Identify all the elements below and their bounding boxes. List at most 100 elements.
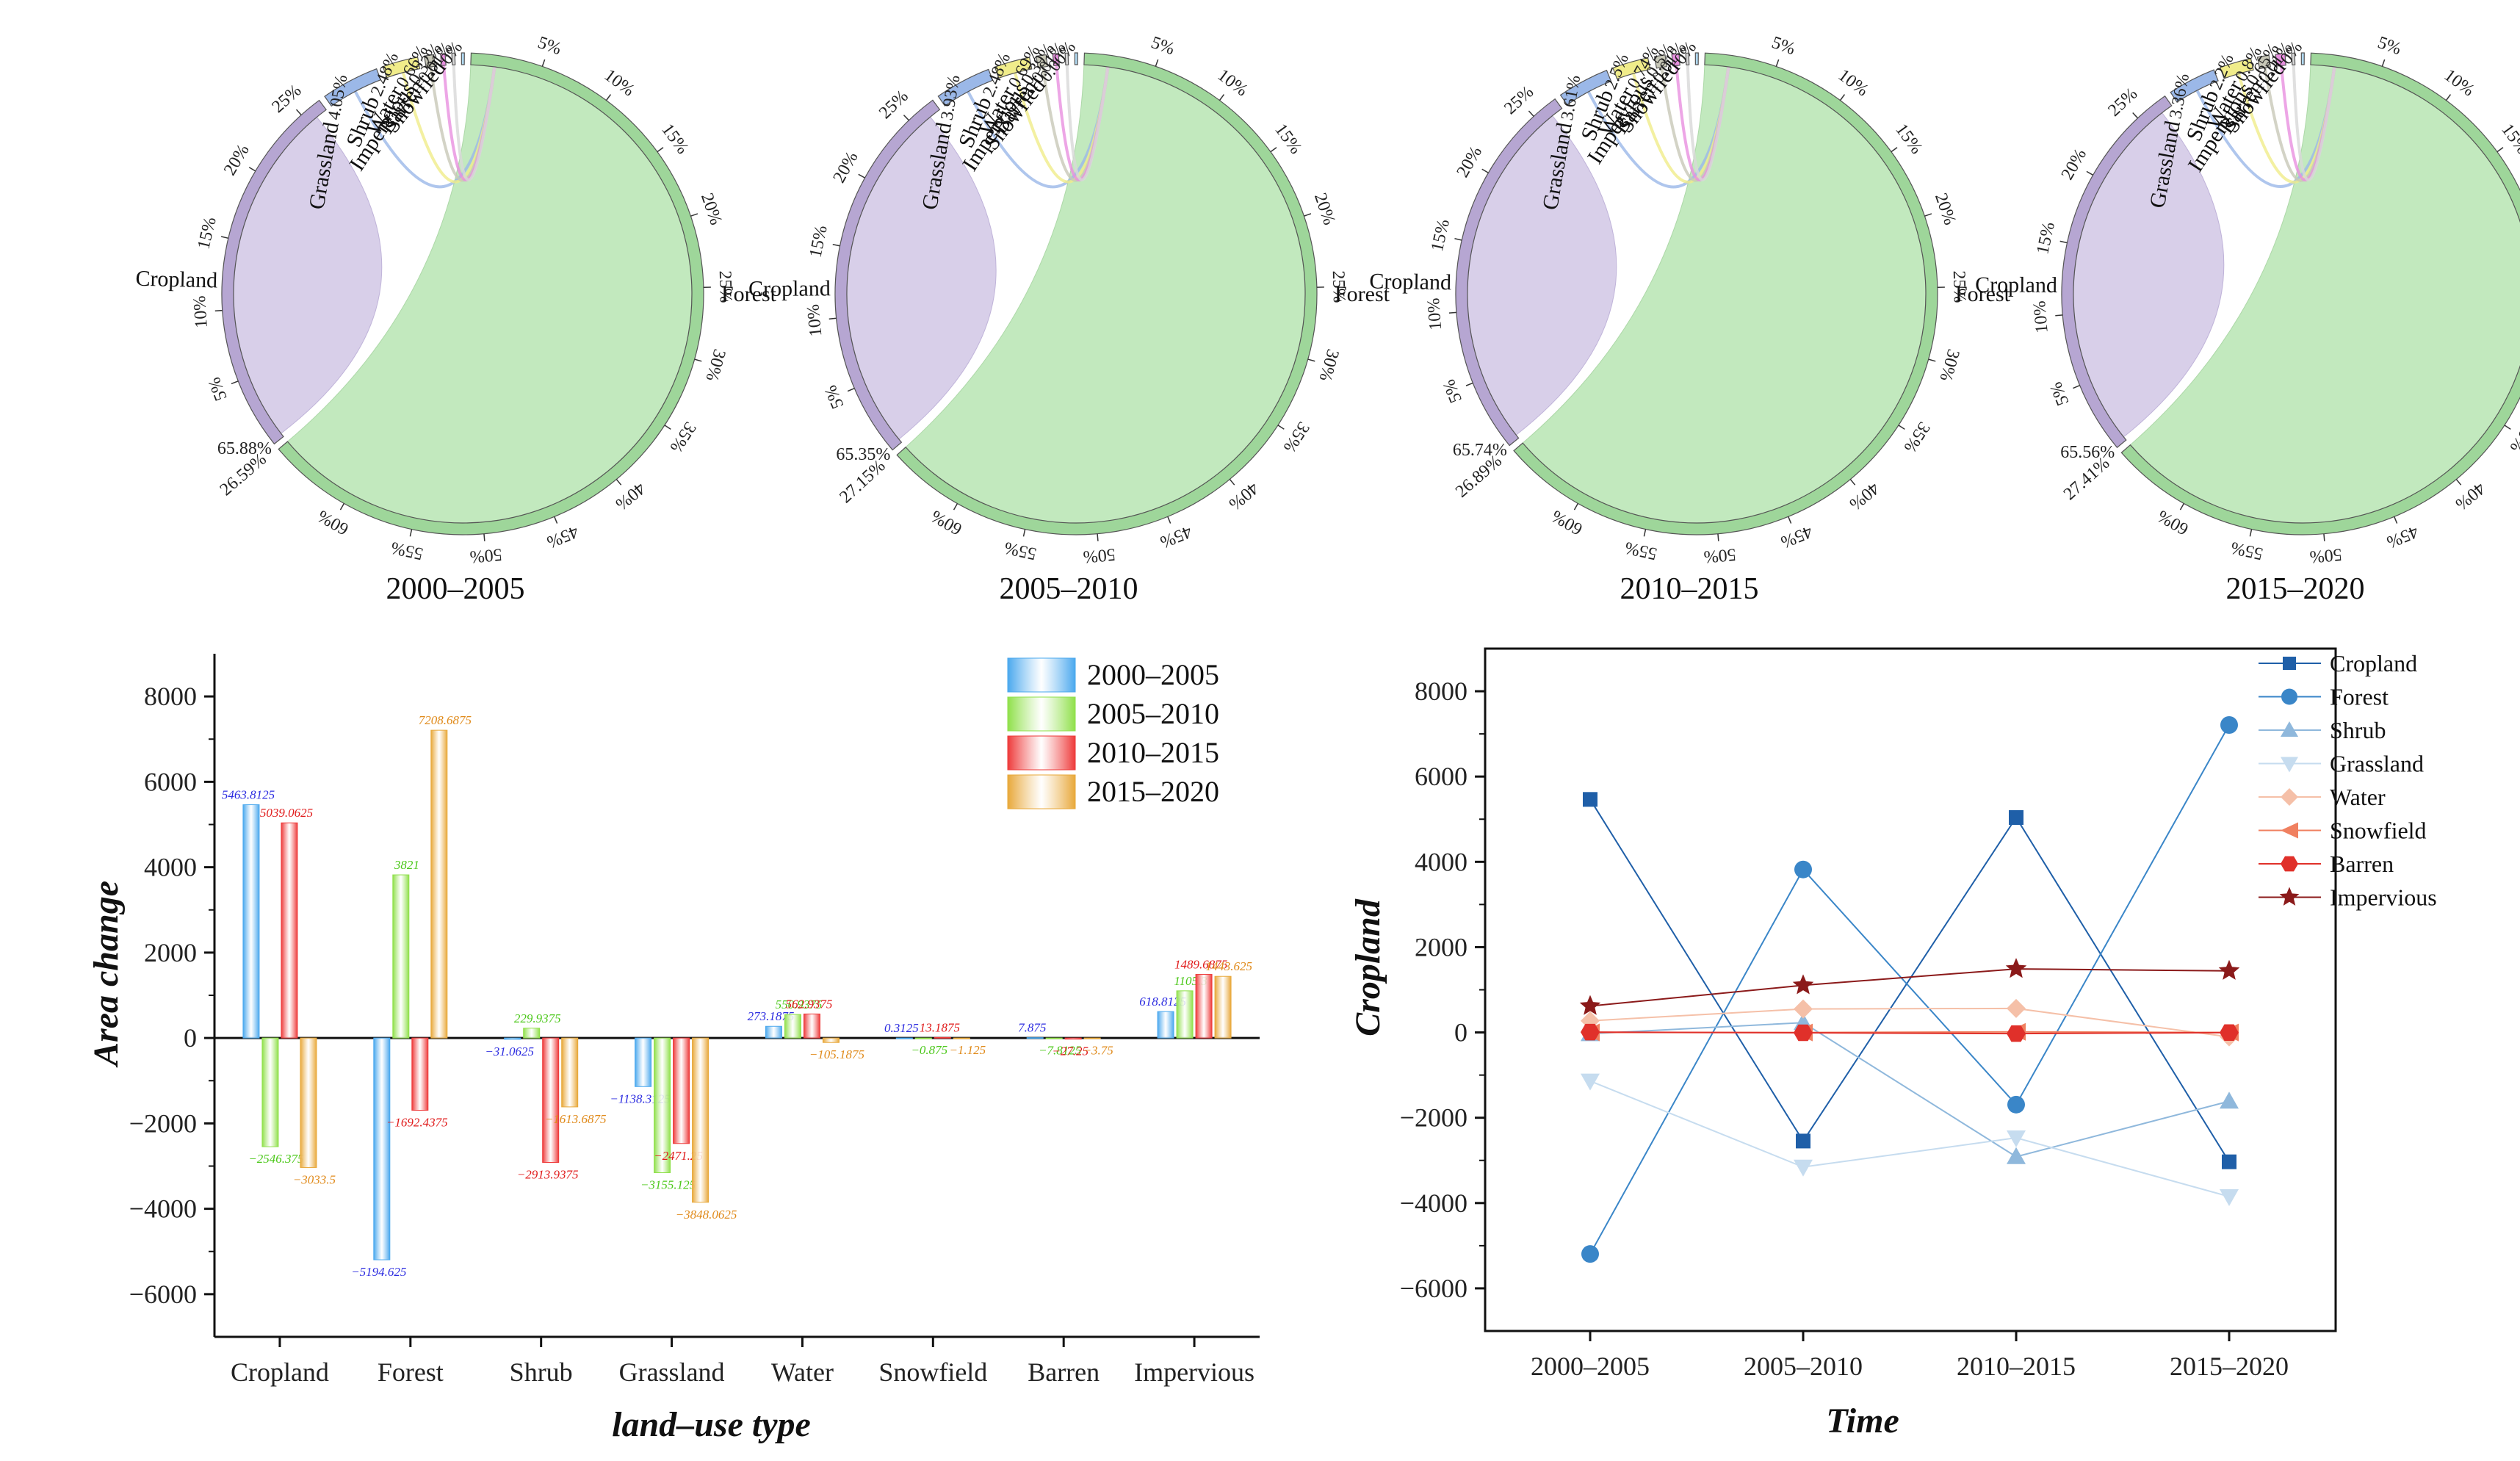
bar-data-label: 7208.6875	[419, 713, 472, 727]
bar-data-label: −31.0625	[485, 1045, 534, 1058]
line-point-forest	[2220, 716, 2238, 735]
chord-tick-label: 60%	[314, 506, 352, 538]
line-series-forest	[1581, 716, 2238, 1263]
bar-2015–2020-Water	[822, 1037, 840, 1043]
chord-sector-impervious	[1052, 53, 1060, 67]
chord-tick-label: 25%	[1501, 82, 1537, 118]
chord-tick-label: 60%	[2154, 506, 2192, 538]
line-x-tick-label: 2015–2020	[2170, 1352, 2289, 1381]
chord-tick-label: 5%	[2375, 33, 2404, 59]
chord-tick-label: 55%	[1003, 538, 1039, 563]
bar-y-tick-label: 0	[184, 1023, 197, 1053]
line-x-tick-label: 2005–2010	[1744, 1352, 1863, 1381]
line-legend-label: Impervious	[2330, 884, 2437, 911]
chord-tick	[1229, 479, 1235, 486]
chord-tick	[1307, 358, 1315, 362]
chord-value-grassland: 3.36%	[2166, 72, 2193, 120]
line-x-axis-title: Time	[1826, 1402, 1899, 1440]
bar-data-label: 562.9375	[786, 997, 833, 1011]
chord-tick	[832, 243, 840, 247]
chord-tick-label: 40%	[2452, 478, 2488, 513]
chord-sector-water	[1036, 54, 1048, 68]
bar-x-tick-label: Water	[771, 1357, 834, 1387]
line-point-grassland	[2007, 1130, 2026, 1148]
line-legend-label: Cropland	[2330, 650, 2417, 677]
bar-y-axis-title: Area change	[87, 881, 126, 1068]
chord-tick-label: 5%	[205, 375, 231, 403]
chord-tick-label: 30%	[702, 347, 729, 383]
bar-data-label: 273.1875	[748, 1009, 795, 1023]
chord-sector-snowfied	[1074, 52, 1078, 65]
chord-tick	[2249, 529, 2253, 537]
chord-tick	[828, 317, 837, 320]
chord-label-cropland: Cropland	[1369, 269, 1451, 295]
chord-tick-label: 10%	[1424, 297, 1445, 331]
chord-tick	[1304, 213, 1312, 217]
bar-y-tick-label: 4000	[144, 853, 197, 882]
bar-data-label: −0.875	[911, 1043, 947, 1057]
bar-data-label: 0.3125	[884, 1021, 919, 1035]
chord-ribbon-barren	[452, 65, 497, 181]
line-series-impervious	[1579, 958, 2240, 1015]
chord-sector-shrub	[1612, 57, 1651, 80]
chord-diagram-0: 5% 10% 15% 20% 25% 30% 35% 40% 45% 50% 55% 60% 5% 10%…	[135, 33, 777, 606]
bar-2015–2020-Snowfield	[953, 1037, 970, 1039]
line-legend-marker	[2281, 688, 2297, 705]
chord-tick	[2073, 385, 2080, 389]
bar-2005–2010-Snowfield	[914, 1037, 932, 1039]
chord-sector-snowfied	[2300, 52, 2305, 65]
chord-tick-label: 20%	[1310, 191, 1339, 228]
line-path-forest	[1589, 724, 2230, 1255]
line-y-tick-label: 2000	[1415, 932, 1467, 962]
chord-sector-shrub	[994, 57, 1033, 79]
chord-tick-label: 20%	[2058, 145, 2090, 183]
chord-tick	[1167, 516, 1171, 524]
chord-tick	[1849, 479, 1856, 486]
line-legend-marker	[2283, 657, 2296, 670]
chord-tick	[1924, 213, 1932, 217]
bar-data-label: −1692.4375	[386, 1115, 448, 1129]
line-legend-label: Barren	[2330, 851, 2394, 877]
chord-tick-label: 25%	[715, 270, 735, 303]
chord-tick-label: 55%	[2229, 538, 2265, 563]
chord-tick-label: 35%	[666, 418, 700, 455]
line-path-shrub	[1589, 1022, 2230, 1158]
line-series-grassland	[1581, 1073, 2239, 1206]
chord-tick-label: 50%	[1703, 544, 1736, 566]
chord-tick-label: 60%	[1548, 506, 1586, 538]
chord-tick-label: 20%	[1931, 191, 1960, 228]
line-y-tick-label: −2000	[1400, 1103, 1467, 1133]
line-point-shrub	[2220, 1092, 2239, 1109]
chord-tick-label: 5%	[1149, 33, 1177, 59]
bar-2015–2020-Barren	[1083, 1037, 1101, 1039]
chord-tick-label: 45%	[1778, 522, 1816, 552]
bar-2010–2015-Cropland	[281, 822, 298, 1039]
chord-tick-label: 20%	[830, 148, 862, 186]
bar-data-label: 618.8125	[1139, 995, 1186, 1009]
bar-x-tick-label: Forest	[378, 1357, 444, 1387]
line-point-grassland	[2220, 1188, 2239, 1206]
chord-tick-label: 25%	[2104, 84, 2141, 120]
chord-period-label: 2000–2005	[386, 572, 525, 606]
line-point-impervious	[2218, 959, 2240, 980]
bar-x-tick-label: Impervious	[1134, 1357, 1254, 1387]
line-y-tick-label: −6000	[1400, 1274, 1467, 1303]
chord-tick	[2445, 94, 2452, 101]
bar-data-label: 5039.0625	[260, 806, 313, 820]
chord-sector-forest	[896, 52, 1318, 535]
chord-tick-label: 20%	[1454, 143, 1487, 181]
bar-2010–2015-Shrub	[542, 1037, 560, 1163]
chord-tick	[541, 59, 546, 67]
line-legend-marker	[2281, 788, 2298, 806]
chord-tick	[615, 479, 622, 486]
chord-tick-label: 15%	[657, 120, 692, 158]
chord-tick-label: 50%	[469, 544, 502, 566]
chord-tick-label: 60%	[928, 506, 965, 538]
line-y-tick-label: −4000	[1400, 1188, 1467, 1218]
bar-2010–2015-Barren	[1064, 1037, 1082, 1040]
chord-diagram-1: 5% 10% 15% 20% 25% 30% 35% 40% 45% 50% 55% 60% 5% 10%…	[748, 33, 1390, 606]
line-point-cropland	[1796, 1133, 1810, 1149]
chord-tick-label: 35%	[1900, 418, 1934, 455]
chord-tick-label: 5%	[821, 382, 848, 411]
line-x-tick-label: 2000–2005	[1531, 1352, 1650, 1381]
